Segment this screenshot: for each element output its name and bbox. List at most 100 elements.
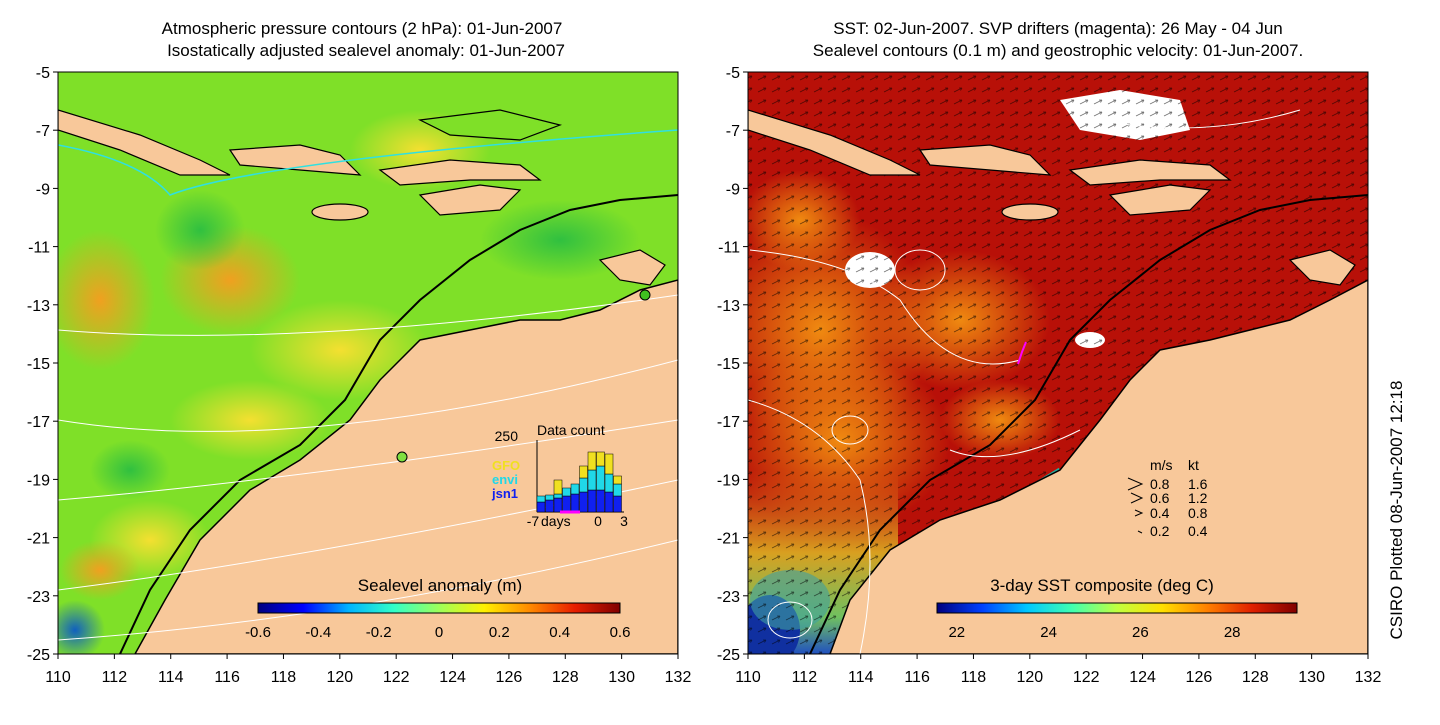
inset-bar-segment — [613, 475, 622, 485]
inset-bar-segment — [570, 493, 580, 513]
left-colorbar-tick-label: 0.6 — [610, 624, 631, 641]
right-y-tick-label: -5 — [726, 65, 740, 82]
legend-jsn1: jsn1 — [491, 486, 518, 501]
left-y-tick-label: -7 — [36, 123, 50, 140]
svp-drifter-track — [1017, 341, 1027, 365]
inset-bar-segment — [596, 489, 605, 513]
inset-bar-segment — [604, 491, 614, 513]
velocity-legend-kt-1: 1.2 — [1188, 490, 1208, 506]
right-title-line1: SST: 02-Jun-2007. SVP drifters (magenta)… — [833, 19, 1282, 38]
right-x-tick-label: 122 — [1073, 669, 1100, 686]
right-colorbar-title: 3-day SST composite (deg C) — [990, 576, 1214, 595]
left-y-tick-label: -23 — [27, 589, 50, 606]
left-x-tick-label: 114 — [158, 669, 184, 686]
velocity-legend-ms-1: 0.6 — [1150, 490, 1170, 506]
right-x-tick-label: 132 — [1355, 669, 1382, 686]
right-x-tick-label: 114 — [848, 669, 874, 686]
islands-left — [58, 109, 666, 286]
left-x-tick-label: 122 — [383, 669, 410, 686]
left-x-tick-label: 126 — [496, 669, 523, 686]
inset-bar-segment — [604, 453, 614, 475]
right-y-tick-label: -9 — [726, 181, 740, 198]
tide-gauge-marker — [396, 451, 408, 463]
inset-bar-segment — [562, 487, 571, 497]
data-count-inset: 250 Data count -7 days 0 3 GFO envi jsn1 — [491, 422, 628, 529]
left-x-tick-label: 112 — [102, 669, 128, 686]
velocity-legend-ms-0: 0.8 — [1150, 476, 1170, 492]
inset-bar-segment — [570, 483, 580, 495]
inset-ymax-label: 250 — [495, 428, 519, 444]
right-y-tick-label: -7 — [726, 123, 740, 140]
right-x-tick-label: 118 — [961, 669, 987, 686]
right-colorbar-ticks: 22 24 26 28 — [948, 624, 1240, 641]
sealevel-contours — [748, 109, 1301, 654]
inset-bar-segment — [536, 495, 546, 503]
inset-bar-segment — [596, 465, 605, 491]
right-colorbar-tick-label: 26 — [1132, 624, 1149, 641]
left-colorbar-title: Sealevel anomaly (m) — [358, 576, 522, 595]
left-colorbar-tick-label: 0.2 — [489, 624, 510, 641]
velocity-legend-kt-header: kt — [1188, 457, 1199, 473]
velocity-arrow-icon — [1127, 477, 1144, 491]
inset-bar-segment — [587, 489, 597, 513]
inset-xtick-end: 3 — [620, 513, 628, 529]
right-title-line2: Sealevel contours (0.1 m) and geostrophi… — [813, 41, 1303, 60]
right-colorbar-tick-label: 24 — [1040, 624, 1057, 641]
inset-bar-segment — [553, 479, 563, 495]
right-y-tick-label: -21 — [717, 531, 740, 548]
left-y-tick-label: -9 — [36, 181, 50, 198]
left-colorbar-tick-label: 0.4 — [549, 624, 570, 641]
left-colorbar-tick-label: -0.2 — [366, 624, 392, 641]
right-y-tick-label: -23 — [717, 589, 740, 606]
left-colorbar-tick-label: -0.4 — [305, 624, 331, 641]
right-x-tick-label: 110 — [735, 669, 761, 686]
left-colorbar-tick-label: -0.6 — [245, 624, 271, 641]
australia-landmass-left — [134, 279, 678, 654]
inset-bar-segment — [536, 501, 546, 513]
right-y-tick-label: -17 — [717, 414, 740, 431]
left-x-tick-label: 118 — [271, 669, 297, 686]
right-x-tick-label: 124 — [1129, 669, 1156, 686]
inset-bar-segment — [596, 451, 605, 467]
shelf-edge-left — [119, 194, 678, 654]
right-y-tick-label: -19 — [717, 472, 740, 489]
left-colorbar — [257, 602, 621, 614]
left-y-tick-label: -15 — [27, 356, 50, 373]
right-x-tick-label: 126 — [1186, 669, 1213, 686]
left-x-tick-label: 116 — [214, 669, 240, 686]
credit-text: CSIRO Plotted 08-Jun-2007 12:18 — [1387, 381, 1406, 640]
right-x-tick-label: 120 — [1016, 669, 1043, 686]
velocity-arrow-icon — [1137, 530, 1143, 534]
inset-bar-segment — [579, 491, 588, 513]
left-colorbar-ticks: -0.6 -0.4 -0.2 0 0.2 0.4 0.6 — [245, 624, 630, 641]
velocity-legend-ms-header: m/s — [1150, 457, 1173, 473]
left-y-tick-label: -25 — [27, 647, 50, 664]
left-colorbar-tick-label: 0 — [435, 624, 443, 641]
right-y-tick-label: -11 — [718, 240, 740, 257]
left-y-tick-label: -11 — [28, 240, 50, 257]
inset-bar-segment — [587, 451, 597, 471]
inset-bar-segment — [562, 495, 571, 513]
velocity-legend-kt-3: 0.4 — [1188, 523, 1208, 539]
right-y-tick-label: -15 — [717, 356, 740, 373]
right-axes: -5 -7 -9 -11 -13 -15 -17 -19 -21 -23 -25 110 112 114 1… — [717, 65, 1382, 686]
left-y-tick-label: -21 — [27, 531, 50, 548]
inset-bar-segment — [613, 483, 622, 497]
left-title-line2: Isostatically adjusted sealevel anomaly:… — [167, 41, 565, 60]
inset-bar-segment — [545, 499, 554, 513]
anomaly-blobs — [58, 110, 640, 654]
sealevel-anomaly-map — [58, 72, 678, 654]
islands-right — [748, 109, 1356, 286]
left-axes: -5 -7 -9 -11 -13 -15 -17 -19 -21 -23 -25 110 112 114 1… — [27, 65, 692, 686]
velocity-arrow-icon — [1130, 492, 1144, 504]
left-x-tick-label: 130 — [608, 669, 635, 686]
left-title-line1: Atmospheric pressure contours (2 hPa): 0… — [162, 19, 563, 38]
inset-bar-segment — [579, 465, 588, 479]
right-y-tick-label: -25 — [717, 647, 740, 664]
legend-gfo: GFO — [492, 458, 520, 473]
right-x-tick-label: 112 — [792, 669, 818, 686]
velocity-legend-kt-0: 1.6 — [1188, 476, 1208, 492]
right-x-tick-label: 116 — [904, 669, 930, 686]
right-x-tick-label: 128 — [1242, 669, 1269, 686]
